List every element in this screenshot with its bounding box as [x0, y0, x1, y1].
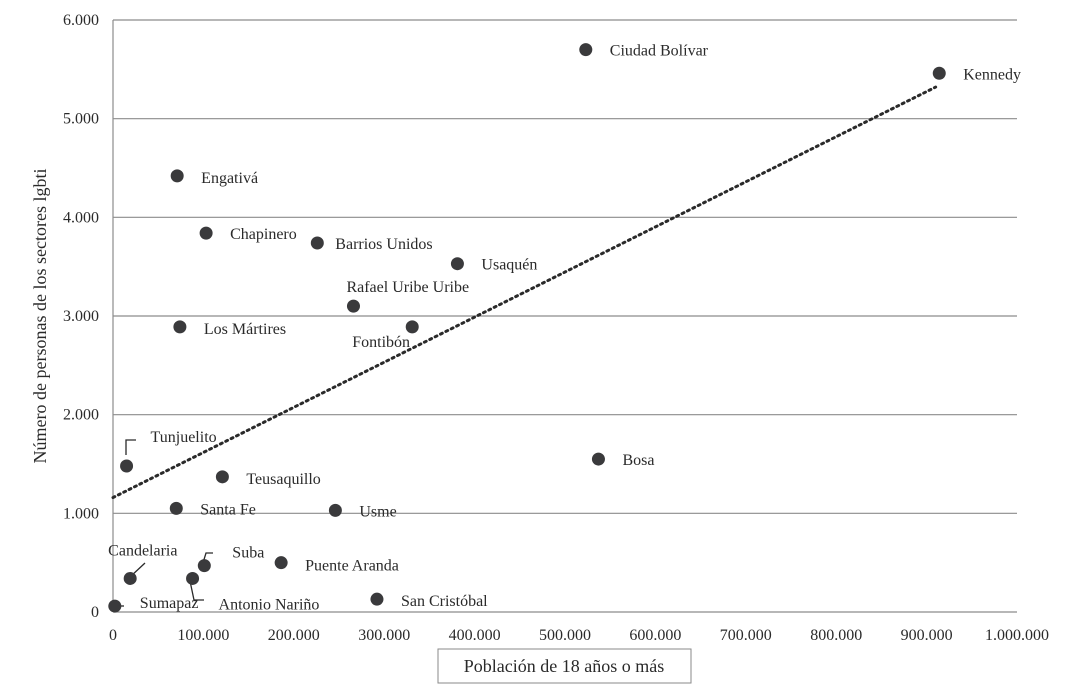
- point-label: Kennedy: [963, 66, 1021, 83]
- axes: [112, 20, 1017, 613]
- x-tick-label: 300.000: [358, 627, 410, 644]
- trendline: [111, 85, 938, 500]
- x-tick-label: 700.000: [720, 627, 772, 644]
- data-points: [108, 43, 946, 613]
- data-point: [170, 169, 184, 183]
- point-label: Antonio Nariño: [219, 596, 320, 613]
- trendline-path: [111, 85, 938, 500]
- y-tick-label: 1.000: [63, 505, 99, 522]
- point-label: Engativá: [201, 170, 258, 187]
- x-tick-label: 0: [109, 627, 117, 644]
- point-label: Tunjuelito: [151, 429, 217, 446]
- point-labels: Ciudad Bolívar Kennedy Engativá Chapinero Ba…: [108, 43, 1021, 614]
- point-label: Los Mártires: [204, 321, 286, 338]
- point-label: Usme: [359, 503, 396, 520]
- point-label: Ciudad Bolívar: [610, 43, 709, 60]
- data-point: [932, 66, 946, 80]
- data-point: [197, 559, 211, 573]
- data-point: [108, 599, 122, 613]
- point-label: Puente Aranda: [305, 558, 399, 575]
- data-point: [169, 501, 183, 515]
- x-tick-label: 1.000.000: [985, 627, 1049, 644]
- x-tick-label: 500.000: [539, 627, 591, 644]
- y-tick-label: 3.000: [63, 308, 99, 325]
- x-tick-label: 400.000: [449, 627, 501, 644]
- x-tick-label: 200.000: [268, 627, 320, 644]
- data-point: [120, 459, 134, 473]
- point-label: Fontibón: [352, 334, 410, 351]
- data-point: [310, 236, 324, 250]
- point-label: Bosa: [622, 452, 654, 469]
- point-label: Usaquén: [481, 257, 537, 274]
- data-point: [579, 43, 593, 57]
- gridlines: [113, 19, 1017, 514]
- data-point: [591, 452, 605, 466]
- point-label: Rafael Uribe Uribe: [346, 279, 469, 296]
- point-label: Santa Fe: [200, 501, 256, 518]
- x-axis-title: Población de 18 años o más: [464, 656, 664, 676]
- data-point: [450, 257, 464, 271]
- data-point: [199, 226, 213, 240]
- leader-line: [189, 580, 204, 601]
- data-point: [405, 320, 419, 334]
- point-label: Candelaria: [108, 542, 177, 559]
- y-tick-label: 2.000: [63, 407, 99, 424]
- point-label: Sumapaz: [140, 595, 199, 612]
- x-tick-label: 900.000: [901, 627, 953, 644]
- data-point: [274, 556, 288, 570]
- data-point: [123, 571, 137, 585]
- x-tick-labels: 0 100.000 200.000 300.000 400.000 500.000 600.…: [109, 627, 1049, 644]
- y-tick-labels: 0 1.000 2.000 3.000 4.000 5.000 6.000: [63, 12, 99, 621]
- y-tick-label: 6.000: [63, 12, 99, 29]
- point-label: Chapinero: [230, 226, 297, 243]
- data-point: [173, 320, 187, 334]
- point-label: San Cristóbal: [401, 593, 488, 610]
- y-tick-label: 0: [91, 604, 99, 621]
- data-point: [186, 571, 200, 585]
- x-tick-label: 600.000: [629, 627, 681, 644]
- point-label: Suba: [232, 545, 264, 562]
- data-point: [215, 470, 229, 484]
- x-tick-label: 800.000: [810, 627, 862, 644]
- y-tick-label: 4.000: [63, 209, 99, 226]
- point-label: Teusaquillo: [246, 471, 320, 488]
- leader-line: [125, 439, 136, 455]
- y-axis-title: Número de personas de los sectores lgbti: [30, 169, 50, 464]
- point-label: Barrios Unidos: [335, 236, 432, 253]
- x-tick-label: 100.000: [177, 627, 229, 644]
- x-axis-title-box: [437, 648, 692, 684]
- data-point: [346, 299, 360, 313]
- data-point: [370, 592, 384, 606]
- y-tick-label: 5.000: [63, 111, 99, 128]
- data-point: [328, 503, 342, 517]
